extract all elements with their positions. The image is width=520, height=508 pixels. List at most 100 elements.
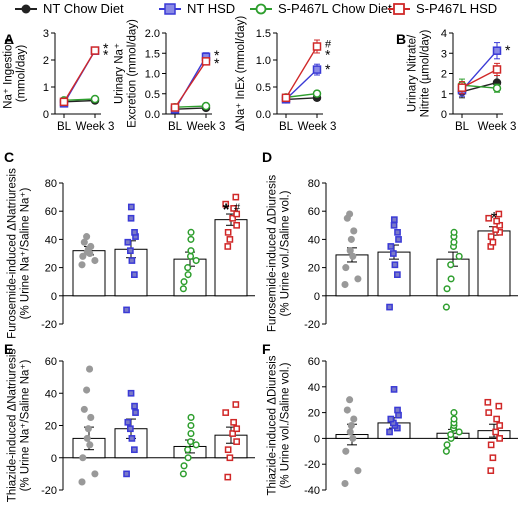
y-tick-label: 0 bbox=[314, 291, 320, 303]
significance-mark: * bbox=[214, 47, 220, 63]
data-point bbox=[346, 428, 354, 436]
data-point bbox=[455, 252, 463, 260]
legend-entry-sp467l-chow: S-P467L Chow Diet bbox=[250, 1, 392, 16]
y-tick-label: 60 bbox=[308, 356, 320, 368]
y-axis-label-line: Nitrite (µmol/day) bbox=[420, 29, 432, 117]
data-point bbox=[226, 454, 234, 462]
data-point bbox=[187, 421, 195, 430]
data-point bbox=[349, 252, 357, 260]
y-axis-label: Urinary Na⁺ Excretion (mmol/day) bbox=[114, 19, 139, 128]
data-point bbox=[222, 200, 230, 208]
data-point bbox=[350, 227, 358, 235]
data-point bbox=[222, 409, 230, 416]
panel-letter-a: A bbox=[4, 31, 14, 47]
series-line bbox=[174, 105, 207, 108]
series-line bbox=[63, 50, 96, 103]
data-point bbox=[390, 250, 397, 257]
y-axis-label-line: Thiazide-induced ΔDiuresis bbox=[267, 355, 279, 495]
x-tick-label: Week 3 bbox=[478, 121, 517, 133]
data-point bbox=[484, 398, 492, 406]
data-point bbox=[492, 65, 502, 74]
legend: NT Chow Diet NT HSD S-P467L Chow Diet S-… bbox=[15, 1, 497, 16]
significance-mark: * bbox=[103, 40, 109, 56]
data-point bbox=[457, 83, 467, 92]
data-point bbox=[224, 243, 232, 250]
series-line bbox=[285, 69, 318, 100]
y-tick-label: 0.0 bbox=[145, 109, 160, 121]
y-tick-label: 20 bbox=[45, 263, 57, 275]
data-point bbox=[496, 435, 503, 442]
panel-letter-b: B bbox=[396, 31, 406, 47]
y-tick-label: 3 bbox=[441, 48, 447, 60]
data-point bbox=[179, 285, 187, 293]
bar-chart-panel: -20 0 20 40 60 Thiazide-induced ΔNatriuresis(… bbox=[7, 349, 255, 503]
legend-marker-square-icon bbox=[393, 3, 405, 15]
data-point bbox=[84, 425, 92, 433]
data-point bbox=[485, 409, 493, 416]
data-point bbox=[127, 247, 134, 255]
y-tick-label: 2 bbox=[441, 69, 447, 81]
data-point bbox=[201, 57, 211, 66]
data-point bbox=[493, 217, 500, 225]
data-point bbox=[489, 454, 497, 462]
y-tick-label: 60 bbox=[45, 206, 57, 218]
data-point bbox=[347, 235, 355, 243]
y-tick-label: -40 bbox=[304, 485, 320, 497]
y-tick-label: 1.0 bbox=[145, 69, 160, 81]
data-point bbox=[123, 306, 130, 314]
data-point bbox=[201, 101, 211, 111]
data-point bbox=[492, 428, 499, 436]
data-point bbox=[487, 441, 495, 449]
data-point bbox=[192, 441, 200, 449]
data-point bbox=[349, 434, 357, 442]
legend-marker-circle-icon bbox=[255, 3, 267, 15]
data-point bbox=[131, 271, 138, 278]
y-tick-label: 1.5 bbox=[145, 48, 160, 60]
bar-chart-panel: -40 -20 0 20 40 60 Thiazide-induced ΔDiuresis(… bbox=[267, 355, 518, 497]
data-point bbox=[395, 236, 402, 243]
y-tick-label: 40 bbox=[308, 234, 320, 246]
data-point bbox=[346, 247, 354, 255]
data-point bbox=[394, 229, 401, 236]
y-tick-label: 1 bbox=[43, 82, 49, 94]
data-point bbox=[90, 94, 100, 104]
panel-letter-e: E bbox=[4, 341, 13, 357]
y-tick-label: 4 bbox=[441, 28, 447, 40]
series-line bbox=[174, 60, 207, 108]
series-line bbox=[285, 92, 318, 99]
data-point bbox=[78, 261, 86, 269]
data-point bbox=[394, 271, 401, 278]
data-point bbox=[80, 238, 88, 246]
panel-letter-c: C bbox=[4, 149, 14, 165]
data-point bbox=[230, 418, 237, 426]
data-point bbox=[184, 454, 192, 462]
y-tick-label: 40 bbox=[308, 382, 320, 394]
data-point bbox=[312, 89, 322, 98]
y-tick-label: 0 bbox=[441, 109, 447, 121]
y-axis-label: Na⁺ Ingestion (mmol/day) bbox=[3, 38, 28, 109]
x-tick-label: Week 3 bbox=[187, 121, 226, 133]
data-point bbox=[80, 405, 88, 413]
y-axis-label-line: (% Urine vol./Saline vol.) bbox=[280, 190, 292, 316]
data-point bbox=[91, 470, 99, 478]
data-point bbox=[493, 415, 500, 423]
data-point bbox=[59, 97, 69, 107]
y-tick-label: 80 bbox=[308, 178, 320, 190]
y-axis-label: Furosemide-induced ΔNatriuresis (% Urine … bbox=[7, 168, 32, 339]
y-axis-label-line: Thiazide-induced ΔNatriuresis bbox=[7, 349, 19, 503]
y-tick-label: 1 bbox=[441, 89, 447, 101]
data-point bbox=[387, 415, 395, 423]
y-tick-label: 0.5 bbox=[145, 89, 160, 101]
y-axis-label: Thiazide-induced ΔDiuresis (% Urine vol./… bbox=[267, 355, 292, 495]
data-point bbox=[86, 441, 94, 449]
data-point bbox=[83, 386, 91, 394]
legend-label: NT HSD bbox=[187, 1, 235, 16]
y-axis-label-line: Urinary Nitrate/ bbox=[407, 34, 419, 112]
y-tick-label: 2 bbox=[43, 55, 49, 67]
significance-mark: * bbox=[103, 47, 109, 63]
y-axis-label-line: Na⁺ Ingestion bbox=[3, 38, 15, 109]
data-point bbox=[342, 264, 350, 272]
data-point bbox=[123, 470, 130, 478]
y-axis-label: ΔNa⁺ InEx (mmol/day) bbox=[235, 16, 247, 132]
legend-label: S-P467L HSD bbox=[416, 1, 497, 16]
